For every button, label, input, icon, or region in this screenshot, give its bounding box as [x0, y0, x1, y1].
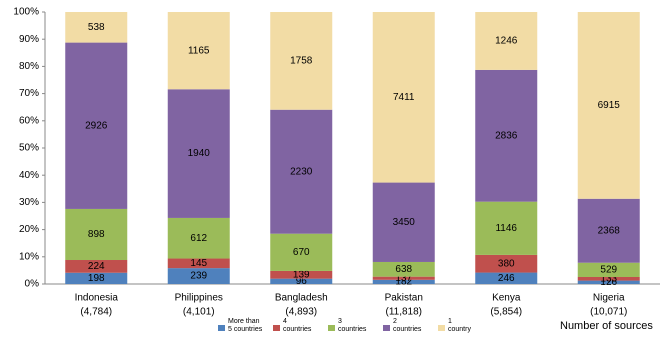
bar-segment — [475, 12, 538, 70]
bar-segment — [577, 12, 640, 199]
bar-segment — [372, 276, 435, 280]
category-total: (4,784) — [80, 307, 112, 318]
data-label: 6915 — [598, 100, 621, 111]
bar-segment — [270, 12, 333, 110]
data-label: 137 — [395, 273, 412, 284]
data-label: 239 — [190, 271, 207, 282]
bar-segment — [270, 278, 333, 284]
bar-segment — [270, 270, 333, 279]
data-label: 670 — [293, 247, 310, 258]
data-label: 246 — [498, 273, 515, 284]
data-label: 2368 — [598, 225, 621, 236]
data-label: 380 — [498, 258, 515, 269]
y-tick-label: 0% — [25, 279, 40, 290]
data-label: 1758 — [290, 56, 313, 67]
data-label: 538 — [88, 22, 105, 33]
y-tick-label: 70% — [19, 88, 39, 99]
bar-segment — [475, 272, 538, 284]
bar-segment — [65, 12, 128, 43]
legend-label: 3 countries — [338, 318, 367, 333]
y-tick-label: 60% — [19, 115, 39, 126]
data-label: 898 — [88, 229, 105, 240]
data-label: 3450 — [393, 217, 416, 228]
bar-segment — [167, 258, 230, 269]
bar-segment — [65, 272, 128, 284]
data-label: 1246 — [495, 36, 518, 47]
bar-segment — [270, 109, 333, 234]
bar-segment — [577, 277, 640, 281]
data-label: 133 — [600, 273, 617, 284]
category-total: (5,854) — [490, 307, 522, 318]
legend-label: More than 5 countries — [228, 318, 263, 333]
bar-segment — [167, 89, 230, 218]
bar-segment — [475, 254, 538, 273]
bar-segment — [167, 268, 230, 284]
bar-segment — [372, 182, 435, 262]
data-label: 529 — [600, 265, 617, 276]
data-label: 145 — [190, 258, 207, 269]
bar-segment — [65, 260, 128, 273]
bar-segment — [577, 280, 640, 284]
data-label: 198 — [88, 273, 105, 284]
x-tick-label: Bangladesh — [275, 293, 328, 304]
legend-label: 4 countries — [283, 318, 312, 333]
bar-segment — [167, 12, 230, 90]
data-label: 1146 — [495, 223, 517, 234]
bar-segment — [65, 208, 128, 261]
y-tick-label: 50% — [19, 143, 39, 154]
legend-swatch — [438, 325, 445, 331]
data-label: 2836 — [495, 130, 518, 141]
data-label: 1940 — [188, 148, 211, 159]
legend-swatch — [328, 325, 335, 331]
bar-segment — [475, 69, 538, 202]
data-label: 2230 — [290, 166, 313, 177]
data-label: 182 — [395, 277, 412, 288]
bar-segment — [372, 279, 435, 284]
x-tick-label: Kenya — [492, 293, 521, 304]
y-tick-label: 40% — [19, 170, 39, 181]
y-tick-label: 10% — [19, 251, 39, 262]
category-total: (4,893) — [285, 307, 317, 318]
x-tick-label: Pakistan — [385, 293, 423, 304]
category-total: (4,101) — [183, 307, 215, 318]
bar-segment — [65, 42, 128, 209]
y-tick-label: 80% — [19, 61, 39, 72]
data-label: 638 — [395, 264, 412, 275]
x-tick-label: Indonesia — [75, 293, 119, 304]
x-axis-label: Number of sources — [560, 320, 653, 332]
data-label: 139 — [293, 269, 310, 280]
data-label: 2926 — [85, 120, 108, 131]
x-tick-label: Nigeria — [593, 293, 625, 304]
y-tick-label: 100% — [13, 7, 39, 18]
category-total: (10,071) — [590, 307, 627, 318]
legend-label: 1 country — [448, 318, 471, 333]
category-total: (11,818) — [385, 307, 422, 318]
legend-swatch — [383, 325, 390, 331]
bar-segment — [167, 217, 230, 259]
data-label: 126 — [600, 277, 617, 288]
bar-segment — [475, 201, 538, 255]
legend-label: 2 countries — [393, 318, 422, 333]
x-tick-label: Philippines — [175, 293, 223, 304]
bar-segment — [577, 198, 640, 263]
data-label: 7411 — [393, 92, 415, 103]
legend-swatch — [218, 325, 225, 331]
bar-segment — [372, 12, 435, 183]
bar-segment — [372, 261, 435, 277]
y-tick-label: 90% — [19, 34, 39, 45]
y-tick-label: 20% — [19, 224, 39, 235]
y-tick-label: 30% — [19, 197, 39, 208]
data-label: 612 — [190, 233, 207, 244]
data-label: 1165 — [188, 45, 210, 56]
bar-segment — [577, 262, 640, 278]
legend-swatch — [273, 325, 280, 331]
data-label: 224 — [88, 261, 105, 272]
data-label: 96 — [296, 276, 308, 287]
bar-segment — [270, 233, 333, 271]
